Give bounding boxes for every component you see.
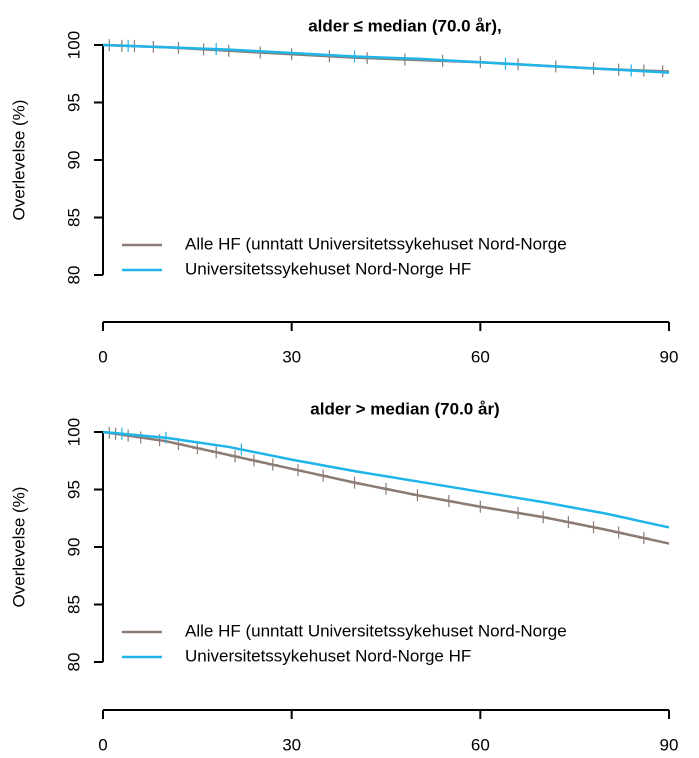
legend-label: Alle HF (unntatt Universitetssykehuset N… <box>185 621 567 640</box>
censor-mark <box>613 526 624 539</box>
censor-mark <box>538 511 549 524</box>
censor-mark <box>211 446 222 459</box>
censor-mark <box>236 443 247 456</box>
y-tick-label: 100 <box>64 418 83 446</box>
censor-mark <box>443 495 454 507</box>
censor-mark <box>267 458 278 471</box>
censor-mark <box>500 57 511 70</box>
censor-mark <box>349 50 360 63</box>
y-tick-label: 90 <box>64 151 83 170</box>
censor-mark <box>123 39 134 52</box>
y-tick-label: 85 <box>64 595 83 614</box>
x-tick-label: 0 <box>98 735 107 753</box>
censor-mark <box>135 431 146 444</box>
y-tick-label: 95 <box>64 480 83 499</box>
x-tick-label: 30 <box>282 347 301 366</box>
censor-mark <box>116 427 127 440</box>
legend-label: Universitetssykehuset Nord-Norge HF <box>185 259 471 278</box>
censor-mark <box>211 43 222 56</box>
censor-mark <box>248 454 259 467</box>
y-tick-label: 90 <box>64 538 83 557</box>
censor-mark <box>626 64 637 77</box>
legend-label: Alle HF (unntatt Universitetssykehuset N… <box>185 234 567 253</box>
censor-mark <box>513 506 524 519</box>
x-tick-label: 30 <box>282 735 301 753</box>
censor-mark <box>475 500 486 513</box>
censor-mark <box>638 532 649 545</box>
survival-line <box>102 430 670 529</box>
legend-label: Universitetssykehuset Nord-Norge HF <box>185 646 471 665</box>
x-tick-label: 90 <box>660 347 679 366</box>
y-axis-label: Overlevelse (%) <box>9 100 28 221</box>
censor-mark <box>563 516 574 529</box>
censor-mark <box>588 521 599 534</box>
censor-mark <box>192 442 203 455</box>
x-tick-label: 90 <box>660 735 679 753</box>
survival-line <box>102 43 670 74</box>
censor-mark <box>292 464 303 477</box>
y-tick-label: 95 <box>64 93 83 112</box>
censor-mark <box>160 431 171 444</box>
y-tick-label: 100 <box>64 31 83 59</box>
x-tick-label: 0 <box>98 347 107 366</box>
y-tick-label: 80 <box>64 266 83 285</box>
chart-title: alder ≤ median (70.0 år), <box>308 16 502 35</box>
censor-mark <box>412 489 423 502</box>
y-tick-label: 85 <box>64 208 83 227</box>
x-tick-label: 60 <box>471 347 490 366</box>
x-tick-label: 60 <box>471 735 490 753</box>
censor-mark <box>318 469 329 482</box>
censor-mark <box>349 476 360 489</box>
chart-title: alder > median (70.0 år) <box>310 399 499 418</box>
y-axis-label: Overlevelse (%) <box>9 487 28 608</box>
censor-mark <box>230 450 241 463</box>
y-tick-label: 80 <box>64 653 83 672</box>
censor-mark <box>381 482 391 495</box>
